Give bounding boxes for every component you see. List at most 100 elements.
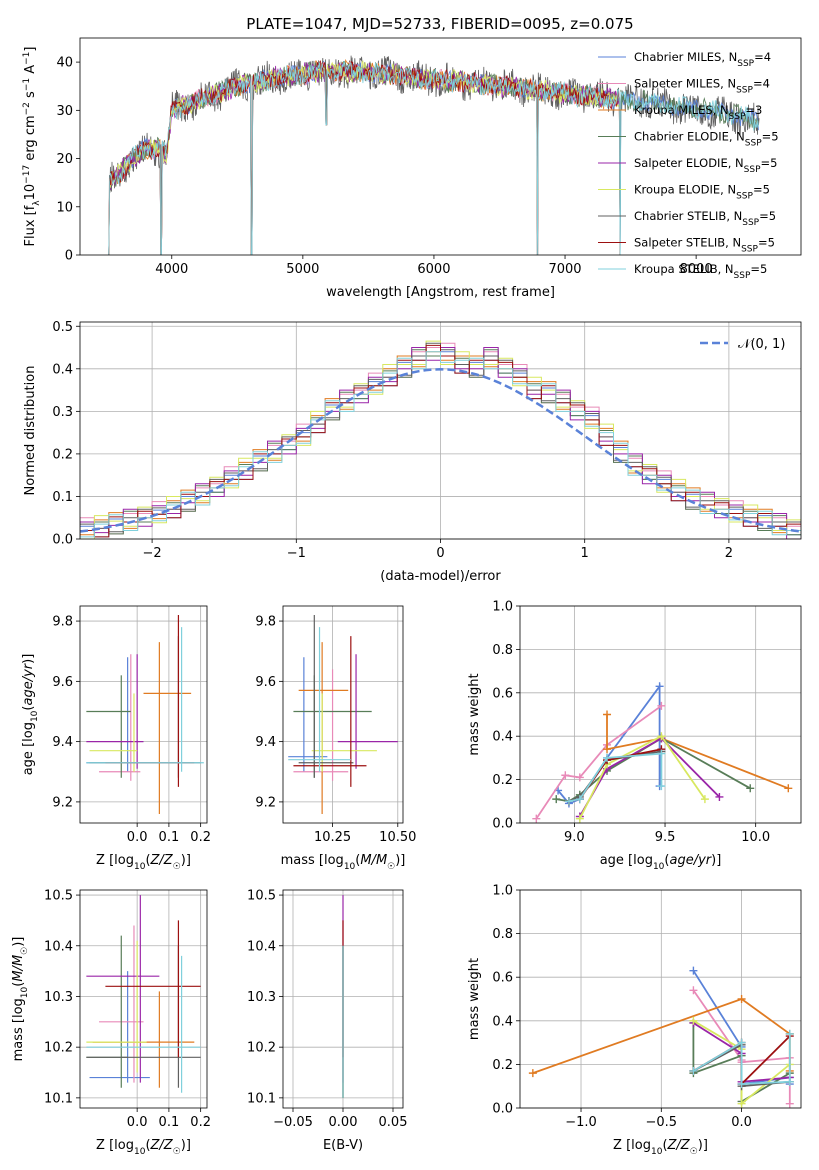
x-axis-label: Z [log10(Z/Z☉)] (96, 853, 191, 872)
y-tick-label: 0.8 (492, 643, 513, 658)
x-tick-label: 10.25 (314, 830, 351, 845)
x-tick-label: −0.05 (273, 1115, 313, 1130)
weight-point-marker (575, 773, 584, 782)
weight-point-marker (603, 753, 612, 762)
z-mass-panel: 0.0 0.1 0.2 10.1 10.2 10.3 10.4 10.5 Z [log10(Z/… (11, 889, 211, 1157)
x-tick-label: 0.1 (159, 1115, 180, 1130)
x-tick-label: 9.5 (655, 830, 676, 845)
weight-point-marker (715, 792, 724, 801)
x-tick-label: 0.1 (159, 830, 180, 845)
y-axis-label: Normed distribution (23, 366, 38, 496)
legend-entry: Kroupa ELODIE, NSSP=5 (634, 183, 770, 202)
weight-point-marker (785, 1099, 794, 1108)
weight-point-marker (575, 795, 584, 804)
y-tick-label: 10.1 (44, 1091, 73, 1106)
x-tick-label: 0 (436, 546, 444, 561)
ebv-mass-panel: −0.05 0.00 0.05 10.1 10.2 10.3 10.4 10.5 E(B-V) (247, 889, 407, 1153)
weight-point-marker (657, 749, 666, 758)
weight-series-line (606, 714, 789, 790)
x-tick-label: 7000 (548, 262, 581, 277)
y-tick-label: 0.6 (492, 686, 513, 701)
y-tick-label: 0.4 (492, 1014, 513, 1029)
legend-entry: Chabrier STELIB, NSSP=5 (634, 209, 776, 228)
legend-entry: Chabrier MILES, NSSP=4 (634, 50, 771, 69)
x-tick-label: 0.0 (127, 830, 148, 845)
x-tick-label: 4000 (155, 262, 188, 277)
x-axis-label: Z [log10(Z/Z☉)] (613, 1138, 708, 1157)
legend-entry: Kroupa STELIB, NSSP=5 (634, 262, 767, 281)
weight-point-marker (657, 782, 666, 791)
y-tick-label: 0.2 (52, 447, 73, 462)
y-tick-label: 9.6 (255, 675, 276, 690)
weight-point-marker (689, 1066, 698, 1075)
legend-entry: Kroupa MILES, NSSP=3 (634, 103, 762, 122)
x-tick-label: −2 (143, 546, 162, 561)
histogram-step (80, 342, 801, 539)
y-tick-label: 9.8 (255, 615, 276, 630)
y-axis-label: mass [log10(M/M☉)] (11, 937, 30, 1062)
y-tick-label: 10.2 (247, 1041, 276, 1056)
axes-frame (282, 605, 404, 824)
x-tick-label: 10.0 (741, 830, 770, 845)
x-tick-label: 2 (725, 546, 733, 561)
legend-entry: Salpeter MILES, NSSP=4 (634, 77, 770, 96)
y-tick-label: 0.0 (52, 533, 73, 548)
x-tick-label: 5000 (286, 262, 319, 277)
y-tick-label: 0.2 (492, 773, 513, 788)
y-tick-label: 0.2 (492, 1058, 513, 1073)
y-tick-label: 30 (56, 104, 73, 119)
x-axis-label: Z [log10(Z/Z☉)] (96, 1138, 191, 1157)
x-axis-label: age [log10(age/yr)] (600, 853, 722, 872)
x-axis-label: mass [log10(M/M☉)] (281, 853, 406, 872)
weight-point-marker (552, 795, 561, 804)
axes-frame (79, 889, 208, 1109)
y-tick-label: 40 (56, 56, 73, 71)
weight-point-marker (564, 797, 573, 806)
y-tick-label: 10.3 (247, 990, 276, 1005)
axes-frame (79, 605, 208, 824)
x-axis-label: (data-model)/error (380, 569, 501, 584)
z-massweight-panel: −1.0 −0.5 0.0 0.0 0.2 0.4 0.6 0.8 1.0 Z [log10(Z/… (467, 884, 802, 1157)
y-tick-label: 1.0 (492, 884, 513, 899)
y-tick-label: 10.5 (247, 889, 276, 904)
y-tick-label: 10.2 (44, 1041, 73, 1056)
weight-point-marker (737, 1038, 746, 1047)
y-tick-label: 9.6 (52, 675, 73, 690)
weight-point-marker (561, 771, 570, 780)
axes-frame (79, 37, 802, 256)
x-axis-label: E(B-V) (323, 1138, 363, 1153)
axes-frame (519, 889, 802, 1109)
y-tick-label: 9.2 (255, 795, 276, 810)
y-tick-label: 10 (56, 200, 73, 215)
y-tick-label: 9.8 (52, 615, 73, 630)
residual-histogram-panel: −2 −1 0 1 2 0.0 0.1 0.2 0.3 0.4 0.5 (data-model)/er… (23, 320, 802, 584)
y-axis-label: mass weight (467, 673, 482, 755)
legend-entry: Salpeter ELODIE, NSSP=5 (634, 156, 777, 175)
x-tick-label: 1 (581, 546, 589, 561)
x-tick-label: 0.2 (190, 830, 211, 845)
x-tick-label: −1 (287, 546, 306, 561)
histogram-step (80, 344, 801, 539)
weight-point-marker (737, 1099, 746, 1108)
spectrum-line (108, 59, 621, 255)
weight-point-marker (657, 701, 666, 710)
weight-point-marker (532, 814, 541, 823)
y-tick-label: 0 (65, 249, 73, 264)
x-tick-label: 0.00 (329, 1115, 358, 1130)
x-tick-label: −0.5 (646, 1115, 678, 1130)
y-axis-label: age [log10(age/yr)] (21, 654, 40, 776)
x-axis-label: wavelength [Angstrom, rest frame] (326, 285, 555, 300)
weight-point-marker (737, 1080, 746, 1089)
weight-point-marker (784, 784, 793, 793)
x-tick-label: 10.50 (379, 830, 416, 845)
weight-point-marker (689, 986, 698, 995)
y-tick-label: 10.5 (44, 889, 73, 904)
y-tick-label: 10.4 (44, 939, 73, 954)
x-tick-label: 9.0 (564, 830, 585, 845)
y-tick-label: 9.4 (255, 735, 276, 750)
weight-point-marker (528, 1069, 537, 1078)
legend-entry: Salpeter STELIB, NSSP=5 (634, 236, 775, 255)
weight-point-marker (655, 682, 664, 691)
y-tick-label: 1.0 (492, 600, 513, 615)
